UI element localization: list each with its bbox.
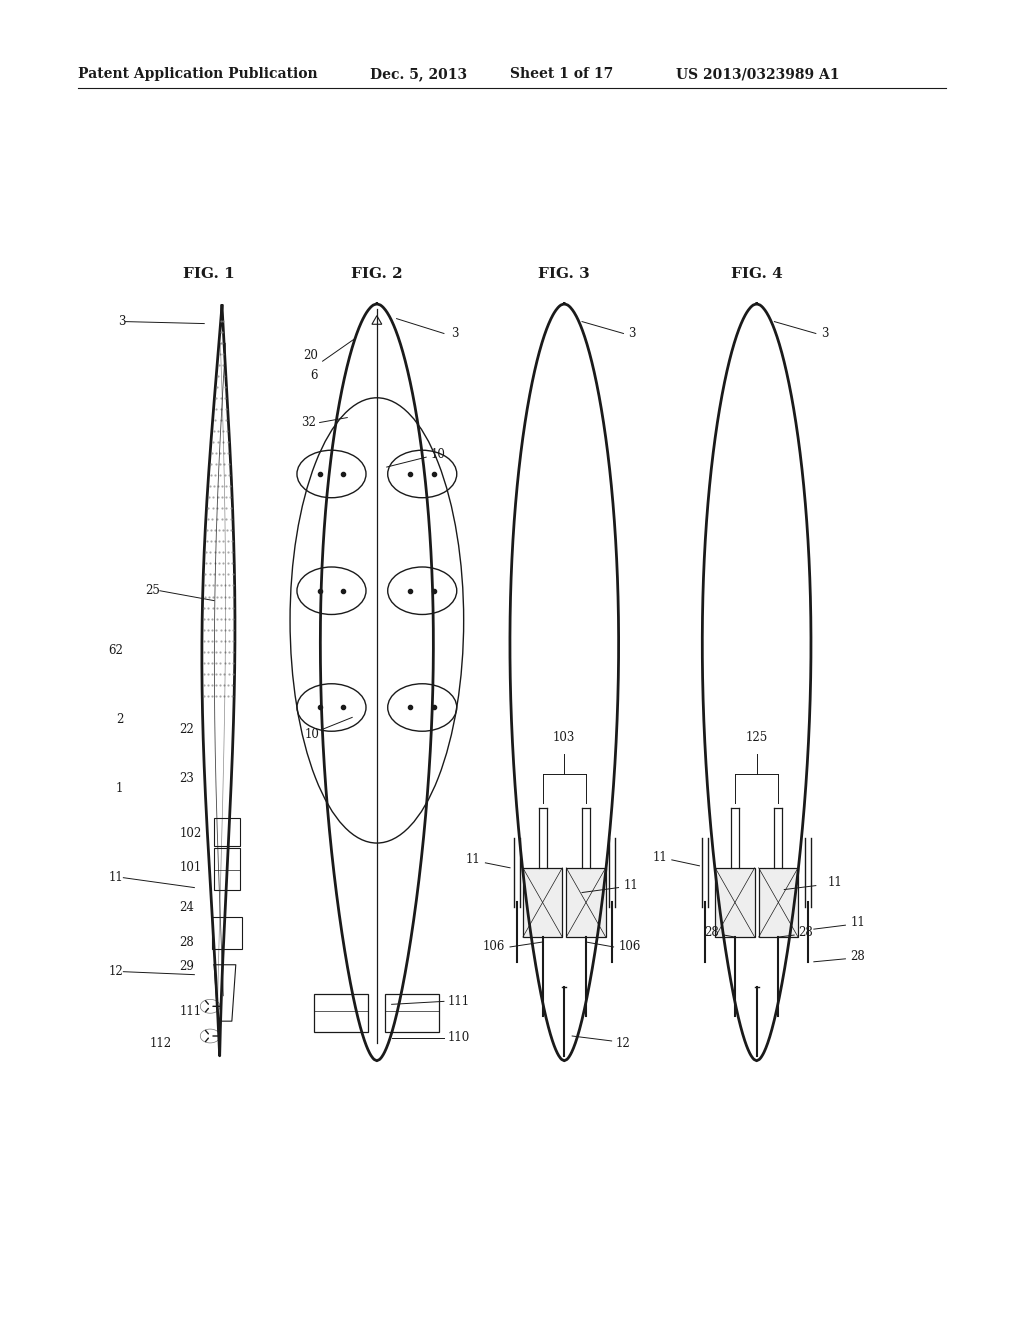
Bar (523, 867, 562, 937)
Text: 10: 10 (305, 727, 319, 741)
Text: 11: 11 (850, 916, 865, 929)
Text: 6: 6 (310, 368, 317, 381)
Text: 1: 1 (116, 783, 123, 795)
Bar (214, 818, 240, 846)
Text: 12: 12 (109, 965, 123, 978)
Text: 2: 2 (116, 713, 123, 726)
Text: FIG. 1: FIG. 1 (183, 267, 236, 281)
Text: 3: 3 (451, 327, 459, 341)
Text: 3: 3 (118, 315, 125, 329)
Bar (314, 994, 369, 1032)
Text: 62: 62 (109, 644, 123, 656)
Text: 125: 125 (745, 731, 768, 744)
Text: 106: 106 (482, 940, 505, 953)
Bar (566, 867, 606, 937)
Bar (759, 867, 798, 937)
Text: 23: 23 (179, 772, 195, 785)
Text: 103: 103 (553, 731, 575, 744)
Text: 25: 25 (145, 585, 160, 597)
Text: 106: 106 (618, 940, 641, 953)
Text: 11: 11 (653, 851, 668, 865)
Text: 111: 111 (179, 1005, 202, 1018)
Text: 11: 11 (624, 879, 638, 892)
Text: Patent Application Publication: Patent Application Publication (78, 67, 317, 82)
Text: Dec. 5, 2013: Dec. 5, 2013 (370, 67, 467, 82)
Text: 29: 29 (179, 960, 195, 973)
Text: 11: 11 (466, 853, 480, 866)
Text: 110: 110 (447, 1031, 470, 1044)
Bar (214, 847, 240, 890)
Text: 28: 28 (798, 925, 813, 939)
Text: FIG. 3: FIG. 3 (539, 267, 590, 281)
Text: 20: 20 (303, 348, 317, 362)
Text: Sheet 1 of 17: Sheet 1 of 17 (510, 67, 613, 82)
Text: 22: 22 (179, 723, 195, 735)
Text: FIG. 4: FIG. 4 (731, 267, 782, 281)
Text: 28: 28 (705, 925, 719, 939)
Text: 11: 11 (109, 871, 123, 884)
Text: 101: 101 (179, 861, 202, 874)
Text: 11: 11 (827, 876, 843, 890)
Bar (715, 867, 755, 937)
Text: 112: 112 (150, 1038, 172, 1051)
Text: 28: 28 (850, 950, 865, 964)
Text: FIG. 2: FIG. 2 (351, 267, 402, 281)
Text: 28: 28 (179, 936, 195, 949)
Text: 111: 111 (447, 995, 470, 1008)
Bar (385, 994, 439, 1032)
Text: 24: 24 (179, 900, 195, 913)
Text: 10: 10 (431, 447, 446, 461)
Text: US 2013/0323989 A1: US 2013/0323989 A1 (676, 67, 840, 82)
Text: 102: 102 (179, 826, 202, 840)
Text: 12: 12 (615, 1038, 631, 1051)
Text: 32: 32 (301, 416, 315, 429)
Text: 3: 3 (821, 327, 828, 341)
Bar (212, 917, 242, 949)
Text: 3: 3 (629, 327, 636, 341)
